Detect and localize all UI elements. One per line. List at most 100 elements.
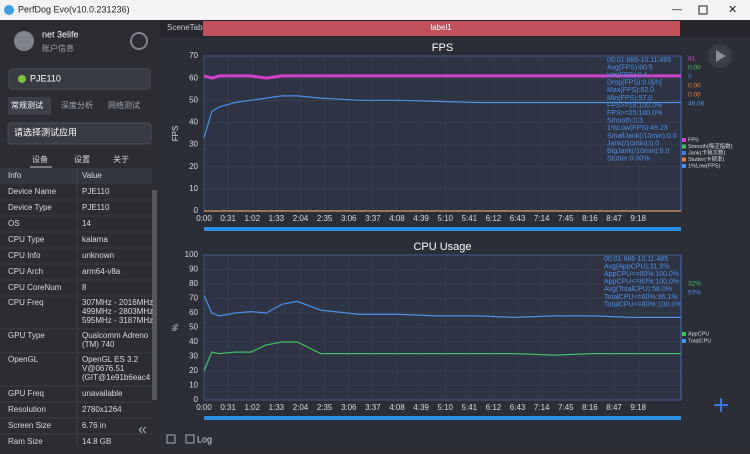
- x-tick-label: 5:10: [437, 403, 453, 412]
- x-tick-label: 6:12: [486, 214, 502, 223]
- info-key: Device Name: [8, 187, 57, 196]
- x-tick-label: 8:47: [606, 214, 622, 223]
- info-value: 307MHz - 2016MHz: [82, 298, 153, 307]
- x-tick-label: 4:08: [389, 403, 405, 412]
- current-value: 32%: [688, 281, 701, 288]
- stat-line: AppCPU<=80%:100.0%: [604, 279, 679, 286]
- x-tick-label: 3:06: [341, 403, 357, 412]
- info-key: OpenGL: [8, 355, 39, 364]
- user-name: net 3elife: [42, 29, 79, 39]
- stat-line: BigJank(/10min):0.0: [607, 148, 669, 155]
- device-select[interactable]: [8, 68, 151, 90]
- x-tick-label: 0:31: [220, 403, 236, 412]
- y-tick-label: 0: [194, 395, 199, 404]
- x-tick-label: 8:16: [582, 403, 598, 412]
- x-tick-label: 1:02: [244, 214, 260, 223]
- y-tick-label: 50: [189, 323, 198, 332]
- log-label: Log: [197, 434, 212, 444]
- add-button[interactable]: +: [713, 389, 729, 420]
- info-key: OS: [8, 219, 20, 228]
- info-key: CPU Freq: [8, 298, 44, 307]
- minimize[interactable]: —: [672, 5, 682, 16]
- sub-tab[interactable]: 关于: [113, 154, 129, 164]
- account-link[interactable]: 账户信息: [42, 43, 74, 53]
- x-tick-label: 0:00: [196, 403, 212, 412]
- x-tick-label: 5:10: [437, 214, 453, 223]
- legend-swatch: [682, 339, 686, 343]
- x-tick-label: 5:41: [462, 214, 478, 223]
- info-value: 14: [82, 219, 91, 228]
- log-toggle[interactable]: [166, 434, 176, 444]
- mode-tab[interactable]: 常规测试: [11, 100, 43, 110]
- info-value: PJE110: [82, 203, 110, 212]
- x-tick-label: 7:45: [558, 403, 574, 412]
- log-checkbox[interactable]: [185, 434, 195, 444]
- stat-line: Avg(TotalCPU):58.0%: [604, 286, 672, 293]
- stat-line: TotalCPU<=60%:96.1%: [604, 294, 678, 301]
- y-tick-label: 10: [189, 381, 198, 390]
- legend-label: TotalCPU: [688, 338, 711, 344]
- legend-swatch: [682, 332, 686, 336]
- x-tick-label: 4:39: [413, 403, 429, 412]
- stat-line: Smooth:0.3: [607, 118, 643, 125]
- stat-line: FPS>=18:100.0%: [607, 102, 662, 109]
- info-value: 6.76 in: [82, 421, 106, 430]
- label-tab[interactable]: [203, 21, 680, 36]
- stat-line: Drop(FPS):0.0[/h]: [607, 80, 662, 87]
- x-tick-label: 1:33: [269, 214, 285, 223]
- legend-swatch: [682, 151, 686, 155]
- sidebar: [0, 20, 158, 449]
- y-tick-label: 20: [189, 162, 198, 171]
- info-value: V@0676.51: [82, 364, 125, 373]
- window-title: PerfDog Evo(v10.0.231236): [18, 4, 130, 14]
- x-tick-label: 3:37: [365, 403, 381, 412]
- y-tick-label: 20: [189, 366, 198, 375]
- mode-tab[interactable]: 深度分析: [61, 100, 93, 110]
- info-value: (TM) 740: [82, 340, 115, 349]
- info-value: Qualcomm Adreno: [82, 331, 149, 340]
- sub-tab[interactable]: 设置: [74, 154, 90, 164]
- info-key: Resolution: [8, 405, 46, 414]
- stop-button[interactable]: [130, 32, 148, 50]
- time-slider[interactable]: [204, 416, 681, 420]
- x-tick-label: 6:43: [510, 214, 526, 223]
- x-tick-label: 2:35: [317, 403, 333, 412]
- stat-line: 1%Low(FPS):49.23: [607, 125, 668, 132]
- title-bar: [0, 0, 750, 20]
- info-value: OpenGL ES 3.2: [82, 355, 139, 364]
- legend-label: 1%Low(FPS): [688, 163, 721, 169]
- legend-label: Jank(卡顿次数): [688, 148, 725, 156]
- y-tick-label: 60: [189, 308, 198, 317]
- series-line: [203, 74, 681, 80]
- app-icon: [4, 5, 14, 15]
- scene-tab[interactable]: SceneTab: [167, 23, 203, 32]
- collapse-button[interactable]: «: [138, 421, 147, 438]
- legend-label: FPS: [688, 137, 699, 143]
- device-name: PJE110: [30, 73, 61, 83]
- sub-tab[interactable]: 设备: [32, 154, 48, 164]
- close[interactable]: ✕: [728, 4, 737, 16]
- avatar: [14, 31, 34, 51]
- info-value: 8: [82, 283, 87, 292]
- android-icon: [18, 75, 26, 83]
- maximize[interactable]: [698, 5, 708, 15]
- info-value: arm64-v8a: [82, 267, 121, 276]
- time-slider[interactable]: [204, 227, 681, 231]
- x-tick-label: 5:41: [462, 403, 478, 412]
- stat-line: 00:01:886-10:11:485: [607, 57, 671, 64]
- info-value: 2780x1264: [82, 405, 122, 414]
- info-value: 499MHz - 2803MHz: [82, 307, 153, 316]
- mode-tab[interactable]: 网络测试: [108, 100, 140, 110]
- current-value: 0.00: [688, 65, 701, 72]
- table-header: [0, 168, 152, 184]
- app-select[interactable]: [7, 122, 152, 145]
- stat-line: Jank(/10min):0.0: [607, 140, 659, 147]
- stat-line: Max(FPS):62.0: [607, 87, 654, 94]
- current-value: 0.00: [688, 92, 701, 99]
- stat-line: AppCPU<=60%:100.0%: [604, 271, 679, 278]
- stat-line: FPS>=25:100.0%: [607, 110, 662, 117]
- legend-label: AppCPU: [688, 331, 709, 337]
- y-tick-label: 30: [189, 352, 198, 361]
- x-tick-label: 9:18: [630, 214, 646, 223]
- y-tick-label: 50: [189, 95, 198, 104]
